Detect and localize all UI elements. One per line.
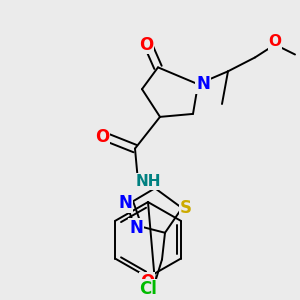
Text: O: O: [140, 273, 154, 291]
Text: O: O: [139, 36, 153, 54]
Text: O: O: [95, 128, 109, 146]
Text: N: N: [196, 75, 210, 93]
Text: O: O: [268, 34, 281, 49]
Text: N: N: [118, 194, 132, 212]
Text: S: S: [180, 199, 192, 217]
Text: N: N: [129, 219, 143, 237]
Text: NH: NH: [135, 174, 161, 189]
Text: Cl: Cl: [139, 280, 157, 298]
